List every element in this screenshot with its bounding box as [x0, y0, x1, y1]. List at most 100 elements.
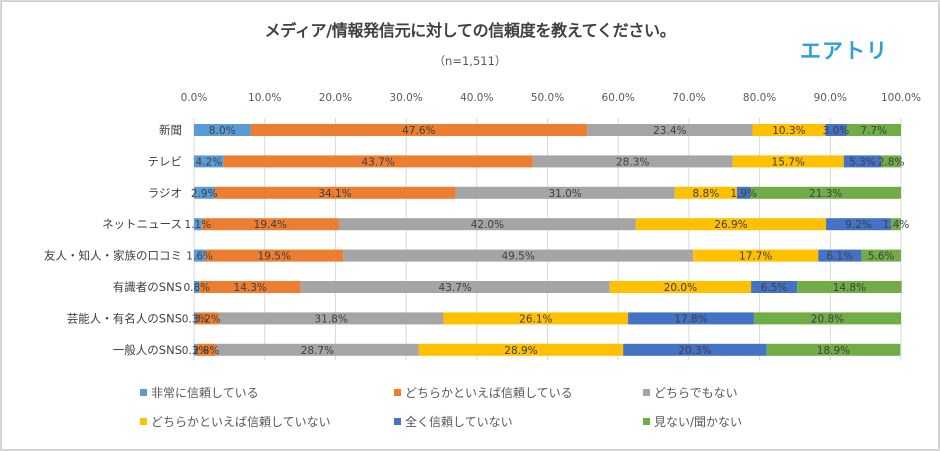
data-label: 4.2% [196, 156, 223, 168]
legend-item[interactable]: 非常に信頼している [140, 384, 259, 401]
x-tick-label: 10.0% [248, 92, 281, 104]
x-tick-label: 20.0% [319, 92, 352, 104]
data-label: 20.3% [678, 345, 711, 357]
legend-swatch-icon [643, 389, 650, 396]
bar-segment [194, 281, 200, 293]
bar-segment [250, 124, 588, 136]
bar-segment [732, 155, 844, 168]
data-label: 14.3% [234, 282, 267, 294]
x-tick-label: 30.0% [389, 92, 422, 104]
data-label: 17.7% [739, 251, 772, 263]
legend-label: どちらでもない [654, 386, 738, 400]
bar-segment [736, 186, 751, 199]
data-label: 49.5% [501, 251, 534, 263]
data-label: 6.1% [827, 251, 854, 263]
bar-segment [218, 312, 444, 325]
legend-swatch-icon [394, 389, 401, 396]
y-category-label: ネットニュース [102, 217, 182, 231]
bar-segment [194, 249, 206, 262]
data-label: 23.4% [653, 125, 686, 137]
bar-segment [300, 281, 610, 293]
legend-swatch-icon [140, 418, 147, 425]
bar-segment [587, 124, 753, 136]
data-label: 34.1% [318, 188, 351, 200]
bar-segment [635, 218, 827, 231]
bar-segment [843, 155, 882, 168]
legend-label: どちらかといえば信頼している [405, 386, 573, 400]
legend-item[interactable]: 見ない/聞かない [643, 413, 742, 430]
brand-logo: エアトリ [800, 39, 888, 63]
data-label: 14.8% [833, 282, 866, 294]
bar-segment [818, 249, 862, 262]
y-category-label: 芸能人・有名人のSNS [67, 311, 182, 325]
data-label: 28.9% [504, 345, 537, 357]
legend-swatch-icon [394, 418, 401, 425]
bar-segment [797, 281, 902, 293]
y-category-label: 有識者のSNS [113, 280, 182, 294]
legend-label: 見ない/聞かない [654, 415, 743, 429]
y-category-label: 友人・知人・家族の口コミ [44, 249, 182, 263]
bar-segment [881, 155, 901, 168]
data-label: 31.8% [314, 313, 347, 325]
bar-segment [223, 155, 533, 168]
y-category-label: ラジオ [148, 186, 182, 200]
bar-segment [418, 343, 624, 356]
legend-label: どちらかといえば信頼していない [151, 415, 331, 429]
bar-segment [766, 343, 901, 356]
data-label: 10.3% [772, 125, 805, 137]
x-tick-label: 70.0% [672, 92, 705, 104]
data-label: 0.3% [182, 313, 209, 325]
bar-segment [455, 186, 675, 199]
data-label: 0.3% [182, 345, 209, 357]
bar-segment [194, 343, 197, 356]
x-tick-label: 100.0% [881, 92, 921, 104]
data-label: 28.3% [616, 156, 649, 168]
data-label: 21.3% [809, 188, 842, 200]
data-label: 8.0% [209, 125, 236, 137]
legend-label: 非常に信頼している [151, 386, 259, 400]
bar-segment [196, 312, 219, 325]
bar-segment [826, 218, 892, 231]
data-label: 8.8% [693, 188, 720, 200]
data-label: 42.0% [471, 219, 504, 231]
legend-label: 全く信頼していない [405, 415, 513, 429]
bar-segment [443, 312, 629, 325]
bar-segment [196, 343, 216, 356]
bar-segment [214, 186, 456, 199]
legend-item[interactable]: どちらかといえば信頼している [394, 384, 573, 401]
bar-segment [751, 281, 798, 293]
bar-segment [628, 312, 754, 325]
data-label: 43.7% [361, 156, 394, 168]
data-label: 2.9% [191, 188, 218, 200]
x-tick-label: 40.0% [460, 92, 493, 104]
data-label: 17.8% [674, 313, 707, 325]
data-label: 1.4% [883, 219, 910, 231]
x-axis-ticks: 0.0% 10.0% 20.0% 30.0% 40.0% 50.0% 60.0% 70.0% 8… [181, 92, 921, 104]
data-label: 18.9% [817, 345, 850, 357]
data-label: 26.9% [714, 219, 747, 231]
data-label: 19.4% [254, 219, 287, 231]
data-label: 43.7% [439, 282, 472, 294]
bar-segment [343, 249, 694, 262]
data-label: 20.0% [664, 282, 697, 294]
x-tick-label: 0.0% [181, 92, 208, 104]
data-label: 0.8% [183, 282, 210, 294]
data-label: 5.6% [868, 251, 895, 263]
legend-swatch-icon [643, 418, 650, 425]
bar-segment [194, 124, 251, 136]
legend-item[interactable]: 全く信頼していない [394, 413, 513, 430]
data-label: 9.2% [845, 219, 872, 231]
data-label: 20.8% [811, 313, 844, 325]
chart-subtitle: （n=1,511） [433, 54, 507, 68]
bar-segment [201, 218, 339, 231]
data-label: 1.6% [186, 251, 213, 263]
bar-segment [194, 155, 224, 168]
legend-item[interactable]: どちらかといえば信頼していない [140, 413, 331, 430]
data-label: 28.7% [301, 345, 334, 357]
bar-series [194, 124, 902, 356]
y-category-label: 新聞 [159, 123, 182, 137]
bar-segment [753, 312, 901, 325]
legend-item[interactable]: どちらでもない [643, 384, 738, 401]
y-category-label: 一般人のSNS [113, 343, 182, 357]
